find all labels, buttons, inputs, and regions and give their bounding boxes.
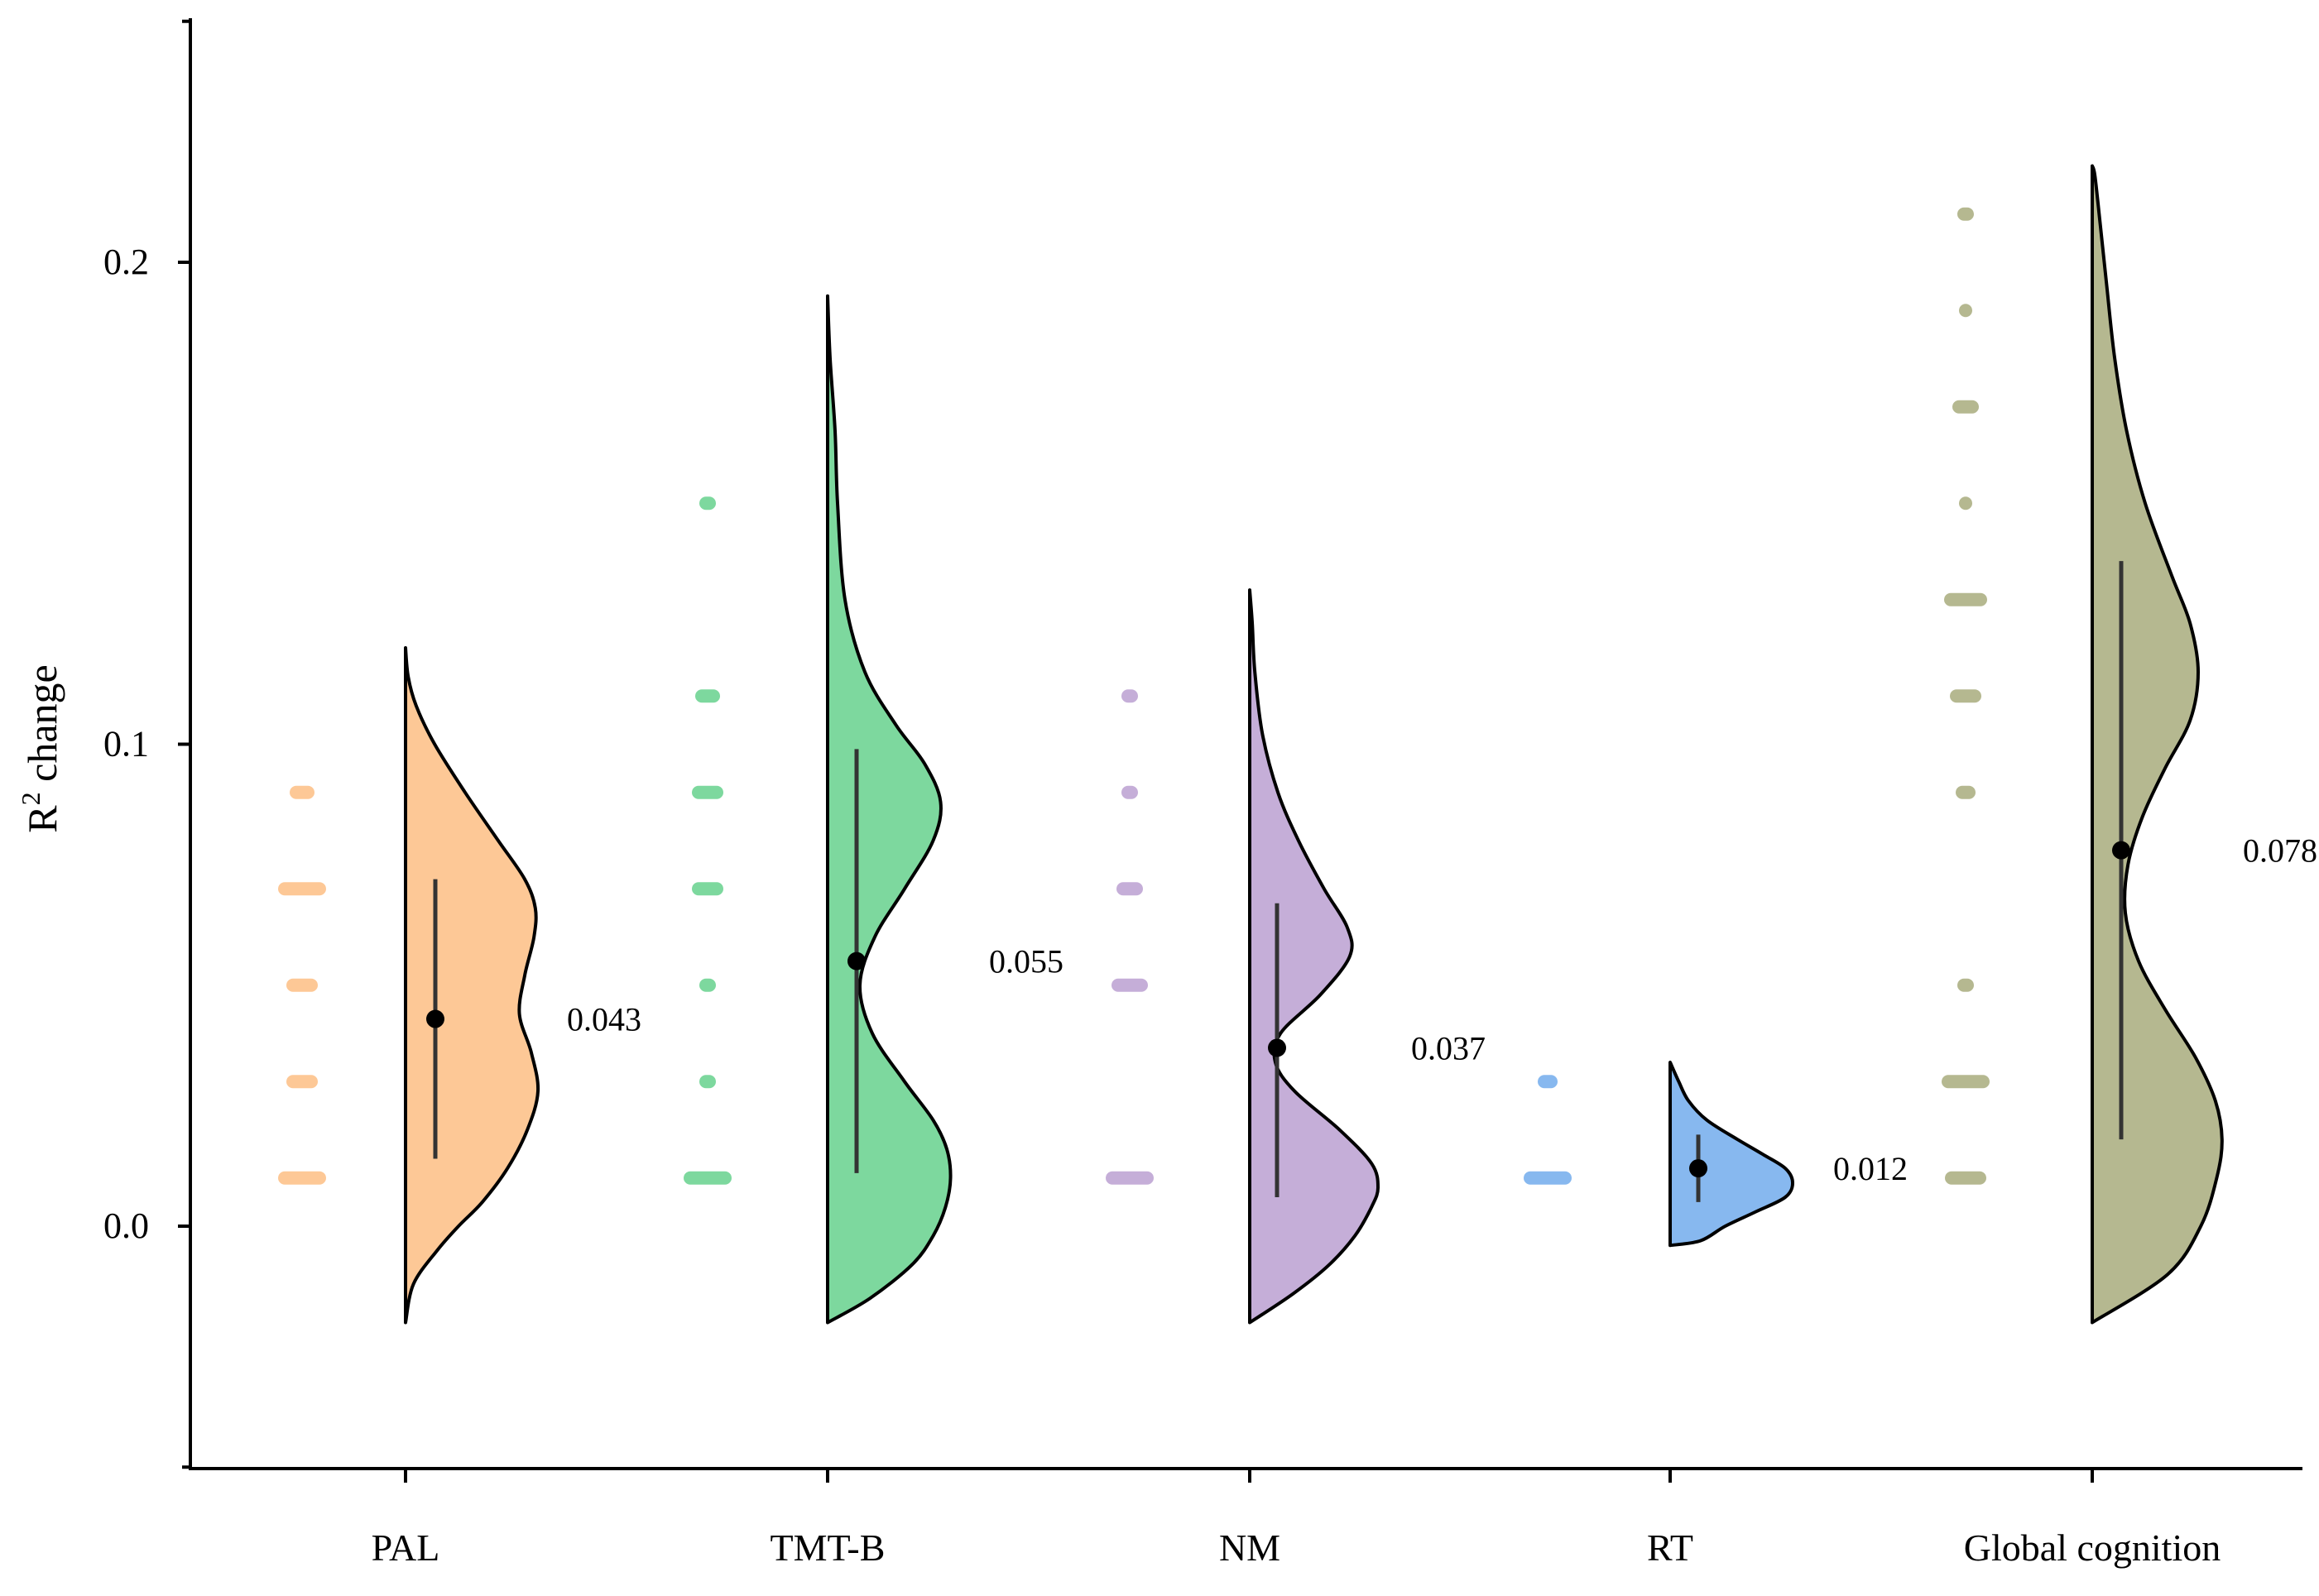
data-point	[1952, 400, 1979, 414]
data-point	[684, 1171, 732, 1185]
data-point	[1942, 1075, 1990, 1089]
data-point	[1959, 304, 1972, 318]
y-axis-label: R2 change	[16, 664, 65, 832]
mean-label: 0.012	[1833, 1150, 1908, 1187]
violin	[1668, 1061, 1794, 1248]
data-point	[1121, 689, 1138, 703]
series-nm: 0.037	[1106, 588, 1486, 1325]
data-point	[1959, 496, 1972, 510]
violin	[1248, 588, 1380, 1325]
violin	[2091, 164, 2224, 1325]
data-point	[278, 1171, 326, 1185]
mean-label: 0.078	[2243, 832, 2317, 870]
data-point	[1111, 978, 1148, 992]
data-point	[278, 882, 326, 896]
y-tick-label: 0.0	[103, 1205, 149, 1246]
data-point	[1945, 1171, 1986, 1185]
y-tick-label: 0.1	[103, 724, 149, 764]
mean-label: 0.043	[567, 1001, 641, 1038]
data-point	[290, 785, 314, 799]
data-point	[1538, 1075, 1558, 1089]
plot-area: 0.043 0.055 0.037 0.012 0.078	[278, 164, 2317, 1325]
mean-point	[2112, 841, 2130, 860]
axes	[189, 18, 2302, 1470]
x-tick-label: PAL	[372, 1527, 440, 1569]
violin	[404, 646, 540, 1325]
mean-point	[1268, 1038, 1286, 1057]
mean-point	[426, 1009, 444, 1028]
x-tick-label: RT	[1647, 1527, 1693, 1569]
violin	[826, 294, 953, 1325]
data-point	[699, 1075, 716, 1089]
data-point	[1957, 978, 1974, 992]
series-pal: 0.043	[278, 646, 641, 1325]
x-tick-label: NM	[1219, 1527, 1280, 1569]
y-tick-label: 0.2	[103, 242, 149, 282]
data-point	[1950, 689, 1981, 703]
data-point	[1524, 1171, 1572, 1185]
x-tick-label: Global cognition	[1964, 1527, 2221, 1569]
mean-label: 0.055	[989, 943, 1063, 980]
data-point	[1944, 592, 1987, 606]
mean-point	[847, 951, 866, 971]
data-point	[699, 496, 716, 510]
x-tick-label: TMT-B	[771, 1527, 886, 1569]
data-point	[286, 978, 318, 992]
data-point	[1116, 882, 1143, 896]
data-point	[1956, 785, 1976, 799]
mean-point	[1689, 1159, 1707, 1178]
data-point	[692, 785, 723, 799]
data-point	[695, 689, 720, 703]
data-point	[692, 882, 723, 896]
data-point	[1121, 785, 1138, 799]
data-point	[699, 978, 716, 992]
data-point	[1957, 207, 1974, 221]
y-ticks: 0.0 0.1 0.2	[103, 19, 190, 1469]
series-rt: 0.012	[1524, 1061, 1908, 1248]
data-point	[1106, 1171, 1154, 1185]
series-global-cognition: 0.078	[1942, 164, 2317, 1325]
data-point	[286, 1075, 318, 1089]
series-tmt-b: 0.055	[684, 294, 1063, 1325]
mean-label: 0.037	[1411, 1029, 1486, 1066]
x-ticks: PAL TMT-B NM RT Global cognition	[372, 1469, 2221, 1569]
